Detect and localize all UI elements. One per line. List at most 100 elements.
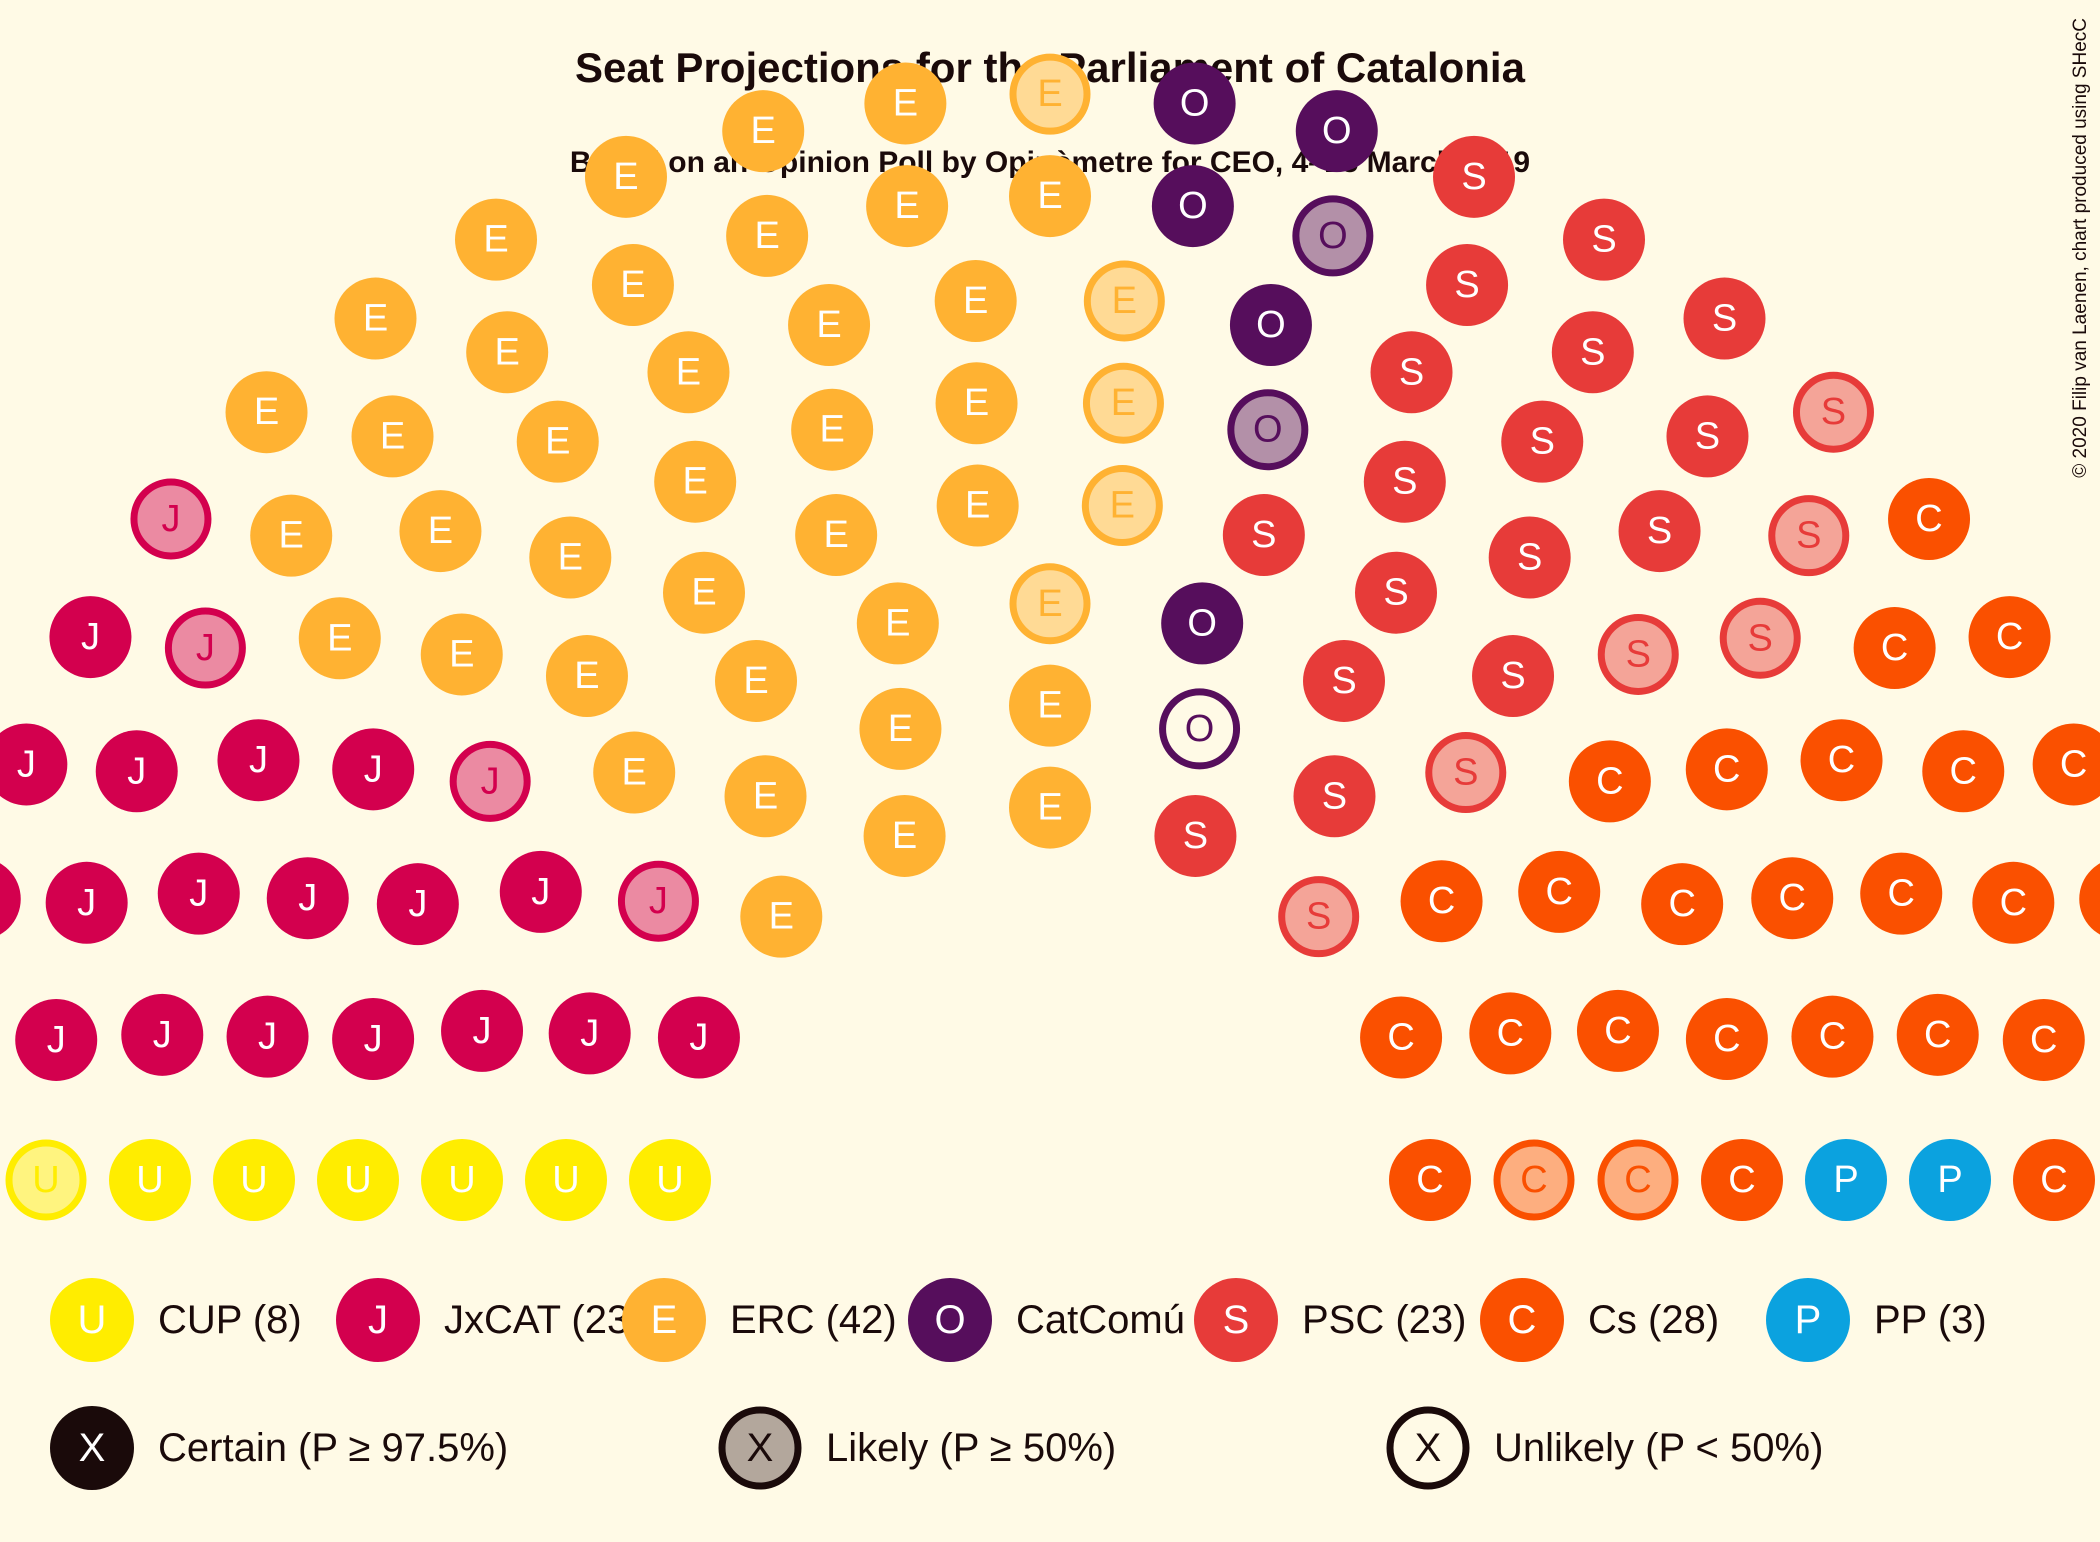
seat-erc-certain: E [455, 198, 537, 281]
seat-circle [629, 1139, 711, 1221]
seat-catcomú-unlikely: O [1159, 688, 1241, 770]
seat-circle [2032, 723, 2100, 806]
seat-circle [548, 992, 631, 1075]
certainty-symbol: X [747, 1426, 774, 1470]
seat-circle [1666, 395, 1749, 478]
seat-circle [1501, 400, 1584, 483]
seat-circle [1222, 494, 1305, 577]
seat-letter: C [2060, 743, 2087, 785]
seat-erc-certain: E [647, 331, 730, 414]
seat-erc-certain: E [420, 613, 503, 696]
seat-letter: C [1668, 883, 1695, 925]
seat-circle [1154, 794, 1237, 877]
legend-item-cs: C Cs (28) [1480, 1278, 1719, 1362]
seat-letter: S [1331, 660, 1356, 702]
legend-label: PSC (23) [1302, 1298, 1467, 1342]
seat-letter: S [1383, 572, 1408, 614]
seat-circle [1363, 440, 1446, 523]
seat-circle [0, 863, 21, 935]
seat-jxcat-certain: J [332, 998, 415, 1081]
seat-cs-certain: C [1685, 998, 1768, 1081]
seat-circle [466, 311, 549, 394]
seat-circle [1909, 1139, 1991, 1221]
seat-letter: E [449, 633, 474, 675]
seat-psc-certain: S [1222, 494, 1305, 577]
seat-erc-certain: E [529, 516, 612, 599]
seat-letter: E [892, 815, 917, 857]
seat-erc-certain: E [726, 194, 809, 277]
legend-label: JxCAT (23) [444, 1298, 643, 1342]
seat-circle [791, 388, 874, 471]
seat-circle [1719, 597, 1801, 679]
certainty-legend-unlikely: X Unlikely (P < 50%) [1386, 1406, 1823, 1490]
seat-letter: O [1187, 602, 1217, 644]
seat-cs-certain: C [1922, 730, 2005, 813]
seat-cs-certain: C [1400, 860, 1483, 943]
seat-letter: E [691, 572, 716, 614]
seat-letter: J [408, 883, 427, 925]
seat-circle [740, 875, 823, 958]
seat-circle [1800, 719, 1883, 802]
seat-circle [722, 90, 805, 173]
seat-circle [266, 857, 349, 940]
seat-letter: E [1111, 382, 1136, 424]
seat-circle [863, 794, 946, 877]
seat-letter: C [1596, 760, 1623, 802]
seat-letter: J [153, 1014, 172, 1056]
seat-letter: E [888, 708, 913, 750]
legend-letter: O [934, 1298, 965, 1342]
certainty-legend-likely: X Likely (P ≥ 50%) [718, 1406, 1116, 1490]
seat-circle [1161, 582, 1244, 665]
seat-cs-certain: C [1360, 996, 1443, 1079]
seat-letter: U [656, 1159, 683, 1201]
seat-psc-certain: S [1433, 135, 1516, 218]
seat-letter: E [751, 110, 776, 152]
legend-swatch [1480, 1278, 1564, 1362]
legend-item-erc: E ERC (42) [622, 1278, 897, 1362]
seat-circle [1922, 730, 2005, 813]
seat-erc-likely: E [1009, 563, 1091, 645]
seat-psc-certain: S [1551, 311, 1634, 394]
seat-circle [1292, 195, 1374, 277]
seat-letter: U [136, 1159, 163, 1201]
seat-cs-certain: C [1860, 852, 1943, 935]
seat-circle [95, 730, 178, 813]
seat-letter: E [1112, 280, 1137, 322]
seat-circle [317, 1139, 399, 1221]
seat-letter: E [885, 602, 910, 644]
seat-psc-likely: S [1425, 732, 1507, 814]
seat-circle [1853, 607, 1936, 690]
seat-psc-likely: S [1768, 495, 1850, 577]
seat-erc-certain: E [715, 639, 797, 722]
seat-erc-certain: E [934, 260, 1017, 343]
seat-cs-certain: C [1389, 1139, 1471, 1221]
seat-erc-certain: E [593, 731, 676, 814]
seat-circle [864, 62, 947, 145]
seat-letter: J [77, 882, 96, 924]
seat-circle [332, 998, 415, 1081]
seat-psc-certain: S [1666, 395, 1749, 478]
seat-catcomú-likely: O [1292, 195, 1374, 277]
seat-letter: E [1037, 583, 1062, 625]
seat-letter: J [47, 1019, 66, 1061]
seat-letter: U [344, 1159, 371, 1201]
seat-circle [2013, 1139, 2095, 1221]
seat-letter: J [364, 748, 383, 790]
seat-cs-certain: C [1791, 995, 1874, 1078]
legend-label: PP (3) [1874, 1298, 1987, 1342]
seat-circle [226, 995, 309, 1078]
seat-circle [1896, 993, 1979, 1076]
seat-circle [225, 371, 308, 454]
seat-letter: E [1037, 73, 1062, 115]
legend-swatch [1766, 1278, 1850, 1362]
seat-cs-certain: C [1518, 850, 1601, 933]
seat-letter: C [1950, 750, 1977, 792]
seat-letter: E [753, 775, 778, 817]
seat-letter: J [196, 627, 215, 669]
seat-psc-likely: S [1597, 613, 1679, 695]
seat-letter: O [1322, 110, 1352, 152]
seat-jxcat-certain: J [95, 730, 178, 813]
seat-letter: J [364, 1018, 383, 1060]
seat-jxcat-certain: J [217, 719, 300, 802]
